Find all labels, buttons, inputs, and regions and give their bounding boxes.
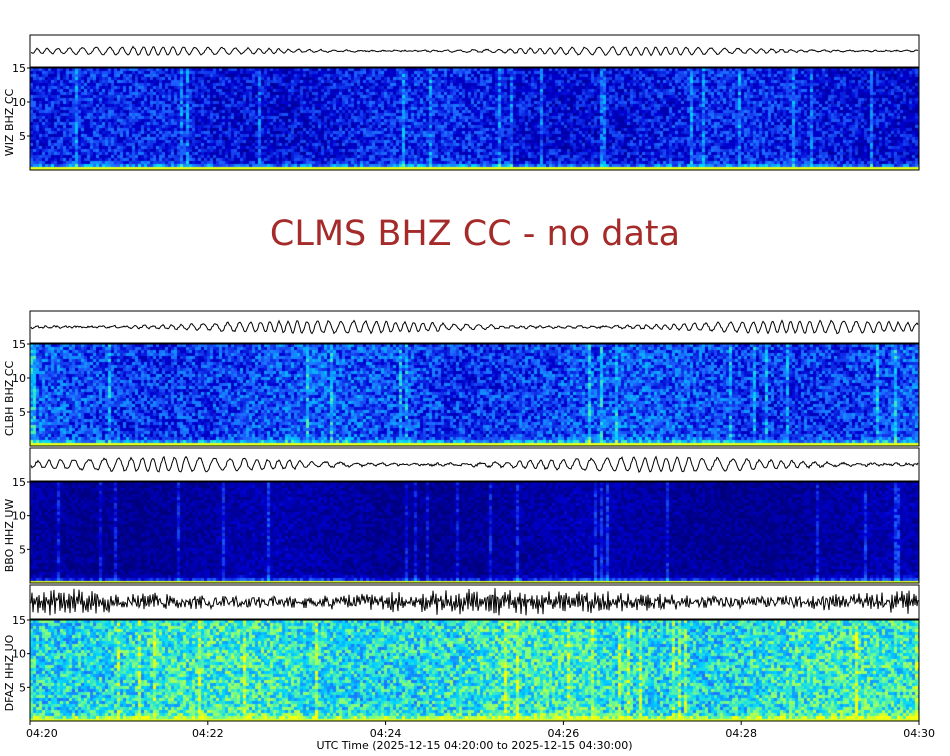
- waveform-trace: [30, 319, 919, 335]
- panel-4: 5 10 15 DFAZ HHZ UO: [3, 584, 920, 722]
- y-tick-label: 5: [19, 130, 26, 143]
- y-tick-label: 15: [12, 62, 26, 75]
- waveform-trace: [30, 45, 919, 57]
- spectrogram-frame: [29, 481, 920, 584]
- y-tick-label: 15: [12, 338, 26, 351]
- spectrogram-image: [30, 620, 919, 721]
- waveform-frame: [29, 310, 920, 344]
- station-label: CLBH BHZ CC: [3, 361, 16, 437]
- x-tick-label: 04:20: [26, 727, 58, 740]
- y-tick-label: 5: [19, 543, 26, 556]
- x-tick-label: 04:26: [548, 727, 580, 740]
- x-tick-label: 04:30: [903, 727, 935, 740]
- waveform-trace: [30, 455, 919, 474]
- waveform-frame: [29, 34, 920, 68]
- panel-2: 5 10 15 CLBH BHZ CC: [3, 310, 920, 447]
- station-label: DFAZ HHZ UO: [3, 634, 16, 711]
- y-tick-label: 10: [12, 372, 26, 385]
- x-axis-label: UTC Time (2025-12-15 04:20:00 to 2025-12…: [317, 739, 633, 752]
- spectrogram-image: [30, 344, 919, 446]
- y-tick-label: 15: [12, 476, 26, 489]
- panel-0: 5 10 15 WIZ BHZ CC: [3, 34, 920, 171]
- x-tick-label: 04:22: [192, 727, 224, 740]
- y-tick-label: 5: [19, 681, 26, 694]
- spectrogram-frame: [29, 67, 920, 171]
- station-label: BBO HHZ UW: [3, 499, 16, 573]
- x-tick-label: 04:28: [725, 727, 757, 740]
- x-tick-label: 04:24: [370, 727, 402, 740]
- station-label: WIZ BHZ CC: [3, 89, 16, 157]
- no-data-message: CLMS BHZ CC - no data: [269, 214, 681, 254]
- spectrogram-image: [30, 68, 919, 170]
- spectrogram-frame: [29, 343, 920, 447]
- y-tick-label: 15: [12, 614, 26, 627]
- y-tick-label: 10: [12, 510, 26, 523]
- y-tick-label: 5: [19, 406, 26, 419]
- waveform-trace: [30, 588, 919, 616]
- panel-3: 5 10 15 BBO HHZ UW: [3, 447, 920, 584]
- y-tick-label: 10: [12, 648, 26, 661]
- y-tick-label: 10: [12, 96, 26, 109]
- spectrogram-frame: [29, 619, 920, 722]
- waveform-frame: [29, 447, 920, 482]
- spectrogram-image: [30, 482, 919, 583]
- waveform-frame: [29, 584, 920, 620]
